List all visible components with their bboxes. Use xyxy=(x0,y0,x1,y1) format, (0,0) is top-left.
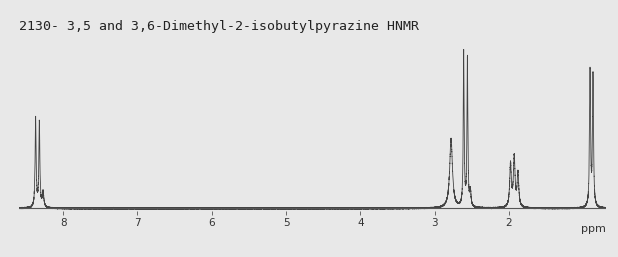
Text: 2130- 3,5 and 3,6-Dimethyl-2-isobutylpyrazine HNMR: 2130- 3,5 and 3,6-Dimethyl-2-isobutylpyr… xyxy=(19,20,418,33)
Text: ppm: ppm xyxy=(581,224,606,234)
